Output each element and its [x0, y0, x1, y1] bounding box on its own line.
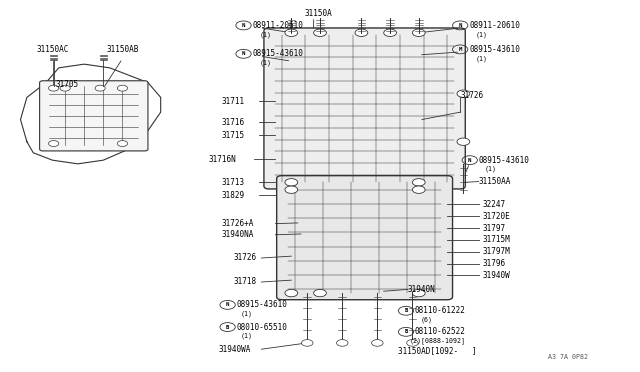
Text: B: B — [226, 324, 229, 330]
Circle shape — [285, 186, 298, 193]
Text: 08911-20610: 08911-20610 — [252, 21, 303, 30]
Text: 31150AB: 31150AB — [106, 45, 139, 54]
Text: (2)[0888-1092]: (2)[0888-1092] — [409, 337, 465, 344]
Text: (1): (1) — [259, 60, 271, 66]
Text: 08915-43610: 08915-43610 — [252, 49, 303, 58]
Circle shape — [412, 289, 425, 297]
Circle shape — [457, 138, 470, 145]
Circle shape — [314, 289, 326, 297]
Text: 31829: 31829 — [221, 191, 244, 200]
Text: 31150AD[1092-   ]: 31150AD[1092- ] — [397, 346, 476, 355]
Text: (1): (1) — [241, 310, 252, 317]
Text: 08911-20610: 08911-20610 — [469, 21, 520, 30]
Text: 08915-43610: 08915-43610 — [469, 45, 520, 54]
Text: N: N — [242, 23, 245, 28]
Circle shape — [301, 340, 313, 346]
Text: 31726: 31726 — [234, 253, 257, 263]
Text: (6): (6) — [420, 317, 433, 323]
Text: (1): (1) — [241, 332, 252, 339]
Text: 31726+A: 31726+A — [221, 219, 253, 228]
Text: 31713: 31713 — [221, 178, 244, 187]
Text: B: B — [404, 329, 408, 334]
Circle shape — [285, 29, 298, 36]
Text: B: B — [404, 308, 408, 313]
Text: 31797: 31797 — [483, 224, 506, 232]
Text: 31716N: 31716N — [209, 155, 236, 164]
Circle shape — [314, 29, 326, 36]
Circle shape — [60, 85, 70, 91]
Text: 31711: 31711 — [221, 97, 244, 106]
Text: 08110-61222: 08110-61222 — [415, 306, 466, 315]
Text: 31940NA: 31940NA — [221, 230, 253, 239]
Circle shape — [372, 340, 383, 346]
Circle shape — [285, 289, 298, 297]
Circle shape — [406, 340, 418, 346]
Text: (1): (1) — [476, 31, 488, 38]
Text: N: N — [459, 23, 462, 28]
FancyBboxPatch shape — [264, 28, 465, 189]
Text: 08010-65510: 08010-65510 — [237, 323, 287, 331]
Text: 31796: 31796 — [483, 259, 506, 268]
Circle shape — [412, 186, 425, 193]
Text: 31720E: 31720E — [483, 212, 510, 221]
Circle shape — [95, 85, 105, 91]
Text: 31797M: 31797M — [483, 247, 510, 256]
Circle shape — [412, 179, 425, 186]
Text: 31726: 31726 — [460, 91, 483, 100]
Circle shape — [355, 29, 368, 36]
Text: (1): (1) — [476, 55, 488, 62]
Text: 31718: 31718 — [234, 278, 257, 286]
Text: 31940WA: 31940WA — [218, 345, 250, 354]
Text: (1): (1) — [484, 166, 497, 172]
Text: N: N — [226, 302, 229, 307]
Text: N: N — [468, 158, 472, 163]
Text: 31715: 31715 — [221, 131, 244, 140]
Text: 31705: 31705 — [56, 80, 79, 89]
Text: N: N — [242, 51, 245, 56]
Text: 08915-43610: 08915-43610 — [479, 155, 529, 165]
Text: 31150AA: 31150AA — [479, 177, 511, 186]
Text: 31940W: 31940W — [483, 271, 510, 280]
Text: 08110-62522: 08110-62522 — [415, 327, 466, 336]
Text: (1): (1) — [259, 31, 271, 38]
Text: 31150AC: 31150AC — [36, 45, 69, 54]
Circle shape — [285, 179, 298, 186]
Circle shape — [337, 340, 348, 346]
Text: 31716: 31716 — [221, 118, 244, 127]
Circle shape — [412, 29, 425, 36]
Text: 32247: 32247 — [483, 200, 506, 209]
Circle shape — [117, 85, 127, 91]
FancyBboxPatch shape — [276, 176, 452, 300]
Text: 31715M: 31715M — [483, 235, 510, 244]
Text: 31150A: 31150A — [304, 9, 332, 19]
Circle shape — [457, 90, 470, 97]
Circle shape — [384, 29, 396, 36]
Circle shape — [117, 141, 127, 147]
Text: 31940N: 31940N — [408, 285, 436, 294]
Text: A3 7A 0P82: A3 7A 0P82 — [548, 353, 588, 359]
Circle shape — [49, 85, 59, 91]
Text: 08915-43610: 08915-43610 — [237, 300, 287, 310]
Text: M: M — [459, 47, 462, 52]
FancyBboxPatch shape — [40, 81, 148, 151]
Circle shape — [49, 141, 59, 147]
